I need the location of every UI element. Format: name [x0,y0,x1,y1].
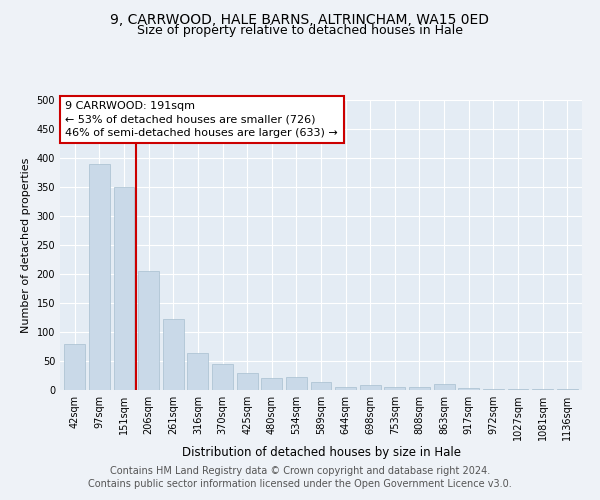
X-axis label: Distribution of detached houses by size in Hale: Distribution of detached houses by size … [182,446,461,459]
Bar [409,387,430,390]
Bar [483,389,504,390]
Bar [138,271,159,390]
Bar [385,386,406,390]
Bar [89,164,110,390]
Bar [532,389,553,390]
Bar [236,372,257,390]
Bar [212,364,233,390]
Bar [187,354,208,390]
Bar [458,388,479,390]
Bar [557,389,578,390]
Text: Size of property relative to detached houses in Hale: Size of property relative to detached ho… [137,24,463,37]
Bar [163,318,184,390]
Bar [311,382,331,390]
Bar [508,389,529,390]
Text: Contains public sector information licensed under the Open Government Licence v3: Contains public sector information licen… [88,479,512,489]
Text: Contains HM Land Registry data © Crown copyright and database right 2024.: Contains HM Land Registry data © Crown c… [110,466,490,476]
Text: 9, CARRWOOD, HALE BARNS, ALTRINCHAM, WA15 0ED: 9, CARRWOOD, HALE BARNS, ALTRINCHAM, WA1… [110,12,490,26]
Y-axis label: Number of detached properties: Number of detached properties [21,158,31,332]
Bar [360,386,381,390]
Bar [286,376,307,390]
Bar [261,378,282,390]
Bar [64,344,85,390]
Bar [113,187,134,390]
Bar [335,386,356,390]
Text: 9 CARRWOOD: 191sqm
← 53% of detached houses are smaller (726)
46% of semi-detach: 9 CARRWOOD: 191sqm ← 53% of detached hou… [65,102,338,138]
Bar [434,384,455,390]
